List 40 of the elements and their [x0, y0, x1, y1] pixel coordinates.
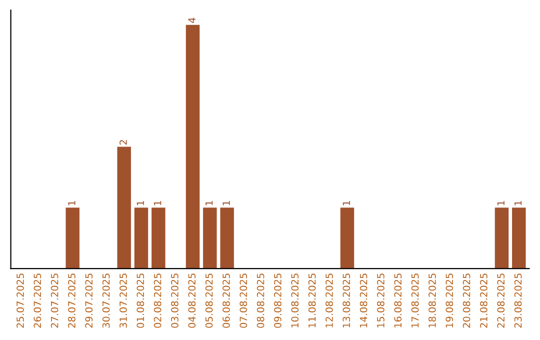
- data-label: 1: [154, 200, 162, 206]
- x-tick-label: 10.08.2025: [291, 274, 299, 328]
- x-tick-label: 11.08.2025: [308, 274, 316, 328]
- x-tick-label: 20.08.2025: [462, 274, 470, 328]
- x-tick-label: 18.08.2025: [428, 274, 436, 328]
- x-tick-label: 23.08.2025: [514, 274, 522, 328]
- x-tick-label: 19.08.2025: [446, 274, 454, 328]
- x-tick-label: 26.07.2025: [34, 274, 42, 328]
- x-tick-label: 27.07.2025: [50, 274, 58, 328]
- x-tick-label: 12.08.2025: [326, 274, 333, 328]
- x-tick-label: 13.08.2025: [342, 274, 350, 328]
- data-label: 1: [206, 200, 213, 206]
- x-tick-label: 31.07.2025: [120, 274, 127, 328]
- x-tick-label: 09.08.2025: [274, 274, 282, 328]
- x-tick-label: 02.08.2025: [154, 274, 162, 328]
- x-tick-label: 14.08.2025: [360, 274, 368, 328]
- x-tick-label: 21.08.2025: [480, 274, 488, 328]
- x-tick-label: 07.08.2025: [240, 274, 248, 328]
- x-tick-label: 28.07.2025: [68, 274, 76, 328]
- data-label: 1: [222, 200, 230, 206]
- data-label: 2: [120, 140, 127, 145]
- data-label: 1: [68, 200, 76, 206]
- data-label: 1: [497, 200, 504, 206]
- x-tick-label: 01.08.2025: [136, 274, 144, 328]
- x-tick-label: 03.08.2025: [171, 274, 178, 328]
- data-label: 1: [514, 200, 522, 206]
- data-label: 4: [188, 18, 196, 23]
- x-tick-label: 04.08.2025: [188, 274, 196, 328]
- x-tick-label: 30.07.2025: [102, 274, 110, 328]
- x-tick-label: 22.08.2025: [497, 274, 505, 328]
- x-tick-label: 29.07.2025: [85, 274, 93, 328]
- x-tick-label: 05.08.2025: [205, 274, 213, 328]
- x-tick-label: 17.08.2025: [411, 274, 419, 328]
- x-tick-label: 16.08.2025: [394, 274, 402, 328]
- data-label: 1: [136, 200, 144, 206]
- x-tick-label: 25.07.2025: [16, 274, 24, 328]
- data-label: 1: [342, 200, 350, 206]
- x-tick-label: 08.08.2025: [256, 274, 264, 328]
- x-tick-label: 15.08.2025: [377, 274, 384, 328]
- x-tick-label: 06.08.2025: [222, 274, 230, 328]
